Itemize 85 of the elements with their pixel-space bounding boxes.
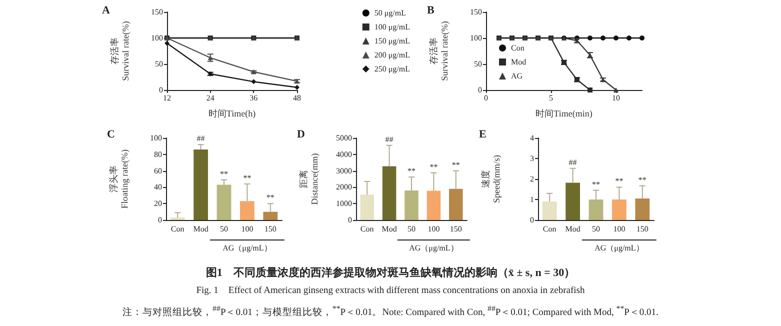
x-tick-label: 50 bbox=[220, 224, 228, 234]
y-tick-label: 0 bbox=[158, 216, 162, 224]
legend-label: Mod bbox=[511, 58, 526, 66]
x-tick-label: 150 bbox=[636, 224, 648, 234]
x-tick-label: Mod bbox=[565, 224, 580, 234]
x-axis-title: AG（μg/mL） bbox=[222, 244, 272, 252]
y-tick-label: 100 bbox=[470, 34, 482, 42]
y-tick-label: 0 bbox=[530, 216, 534, 224]
y-axis-title: 存活率 Survival rate(%) bbox=[428, 21, 450, 81]
y-tick-label: 5000 bbox=[336, 134, 352, 142]
x-tick-label: 100 bbox=[428, 224, 440, 234]
annotation: ** bbox=[220, 169, 228, 178]
y-tick-label: 0 bbox=[159, 86, 163, 94]
x-axis-title: AG（μg/mL） bbox=[409, 244, 458, 252]
x-tick-label: 10 bbox=[612, 94, 620, 102]
legend-label: 150 μg/mL bbox=[374, 36, 410, 46]
y-tick-label: 2 bbox=[530, 174, 534, 184]
x-tick-label: 5 bbox=[549, 94, 553, 102]
legend-label: 200 μg/mL bbox=[374, 50, 410, 60]
x-tick-label: Con bbox=[360, 224, 374, 234]
annotation: ** bbox=[266, 193, 274, 202]
y-tick-label: 80 bbox=[154, 150, 162, 159]
x-axis-title: 时间Time(min) bbox=[536, 108, 592, 118]
y-tick-label: 100 bbox=[150, 134, 162, 142]
x-tick-label: Con bbox=[542, 224, 556, 234]
caption: Fig. 1 Effect of American ginseng extracts with different mass concentrations on anoxia in zebrafish bbox=[195, 285, 586, 298]
annotation: ** bbox=[452, 160, 460, 170]
y-axis-title: 浮头率 Floating rate(%) bbox=[108, 149, 130, 209]
y-tick-label: 2000 bbox=[336, 182, 352, 192]
x-tick-label: 36 bbox=[250, 94, 258, 102]
x-tick-label: Mod bbox=[193, 224, 208, 234]
caption: 图1 不同质量浓度的西洋参提取物对斑马鱼缺氧情况的影响（x̄ ± s, n = 30） bbox=[204, 266, 576, 281]
y-tick-label: 150 bbox=[470, 8, 482, 16]
chart-title: A bbox=[102, 4, 110, 16]
y-tick-label: 1 bbox=[530, 195, 534, 204]
legend-label: AG bbox=[511, 72, 523, 80]
x-tick-label: 150 bbox=[264, 224, 276, 234]
annotation: ** bbox=[615, 176, 624, 186]
annotation: ## bbox=[385, 134, 394, 144]
x-tick-label: 50 bbox=[592, 224, 600, 234]
y-tick-label: 20 bbox=[154, 199, 162, 208]
x-tick-label: 24 bbox=[206, 94, 214, 102]
chart-title: B bbox=[427, 4, 435, 16]
chart-title: E bbox=[479, 128, 486, 140]
x-axis-title: AG（μg/mL） bbox=[594, 244, 644, 252]
y-tick-label: 50 bbox=[155, 60, 163, 68]
x-tick-label: 12 bbox=[163, 94, 171, 102]
y-axis-title: 存活率 Survival rate(%) bbox=[110, 21, 130, 81]
annotation: ** bbox=[408, 166, 416, 176]
chart-title: D bbox=[297, 128, 305, 140]
y-tick-label: 100 bbox=[151, 34, 163, 42]
y-axis-title: 速度 Speed(mm/s) bbox=[480, 155, 502, 203]
x-tick-label: Mod bbox=[382, 224, 397, 234]
x-tick-label: 0 bbox=[484, 94, 488, 102]
y-tick-label: 0 bbox=[478, 86, 482, 94]
legend-label: 250 μg/mL bbox=[374, 64, 410, 74]
y-tick-label: 4 bbox=[530, 134, 534, 142]
legend-label: Con bbox=[511, 44, 524, 52]
annotation: ** bbox=[243, 173, 252, 182]
y-tick-label: 0 bbox=[348, 216, 352, 224]
y-tick-label: 40 bbox=[154, 182, 162, 192]
annotation: ** bbox=[592, 180, 600, 189]
x-tick-label: 50 bbox=[408, 224, 416, 234]
y-tick-label: 3 bbox=[530, 154, 534, 163]
x-tick-label: 150 bbox=[450, 224, 462, 234]
y-axis-title: 距离 Distance(mm) bbox=[298, 153, 320, 205]
legend-label: 50 μg/mL bbox=[374, 8, 406, 18]
text: 注：与对照组比较，$^{##}$P＜0.01；与模型组比较，$^{**}$P＜0.01。Note: Compared with Con, $^{##}$P＜0.01; Compared with Mod, $^{**}$P＜0.01. bbox=[122, 304, 658, 318]
y-tick-label: 3000 bbox=[336, 166, 352, 176]
x-axis-title: 时间Time(h) bbox=[208, 108, 256, 118]
legend-label: 100 μg/mL bbox=[374, 22, 410, 32]
annotation: ## bbox=[568, 158, 577, 167]
x-tick-label: 48 bbox=[293, 94, 301, 102]
y-tick-label: 150 bbox=[151, 8, 163, 16]
annotation: ** bbox=[430, 162, 438, 172]
y-tick-label: 1000 bbox=[336, 199, 352, 208]
y-tick-label: 60 bbox=[154, 166, 162, 176]
chart-title: C bbox=[107, 128, 115, 140]
y-tick-label: 4000 bbox=[336, 150, 352, 159]
x-tick-label: 100 bbox=[613, 224, 626, 234]
annotation: ## bbox=[196, 134, 205, 144]
y-tick-label: 50 bbox=[474, 60, 482, 68]
x-tick-label: 100 bbox=[241, 224, 254, 234]
annotation: ** bbox=[638, 175, 646, 184]
x-tick-label: Con bbox=[170, 224, 184, 234]
